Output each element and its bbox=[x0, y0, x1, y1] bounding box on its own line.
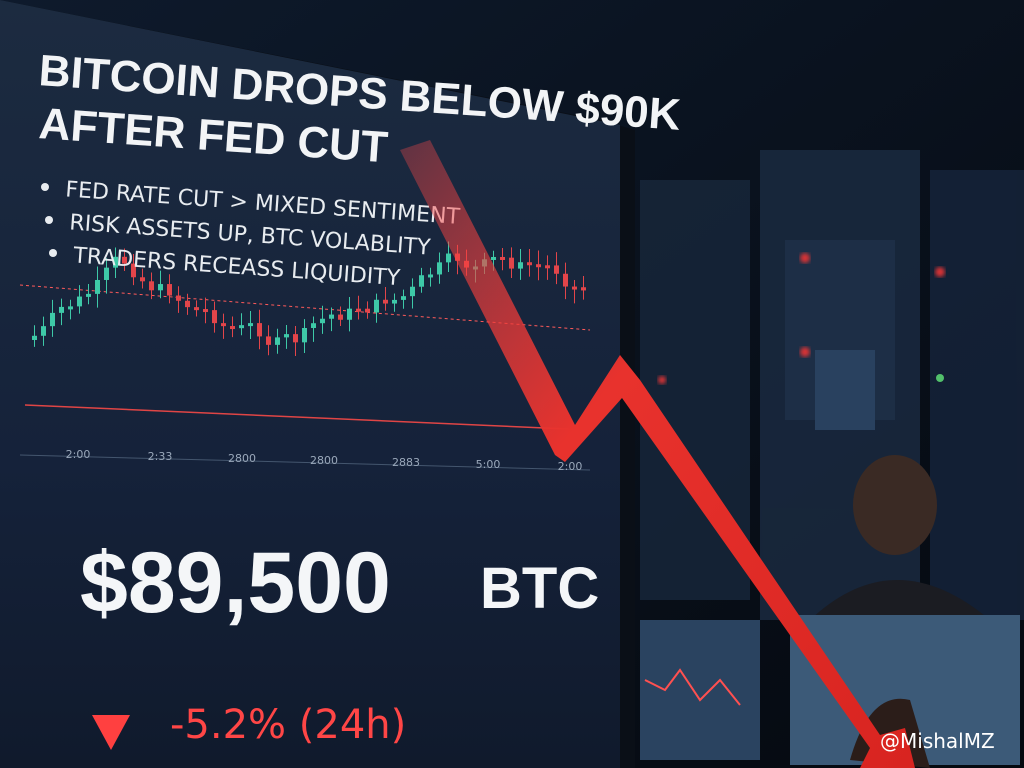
trend-arrow bbox=[400, 140, 915, 768]
price-value: $89,500 bbox=[80, 535, 391, 631]
candle bbox=[446, 253, 451, 263]
candle bbox=[86, 293, 91, 297]
price-change: -5.2% (24h) bbox=[170, 702, 406, 748]
candle bbox=[491, 256, 496, 260]
x-axis-label: 2:00 bbox=[66, 448, 91, 461]
candle bbox=[554, 265, 559, 274]
candle bbox=[68, 306, 73, 310]
candle bbox=[59, 306, 64, 313]
candle bbox=[239, 325, 244, 329]
candle bbox=[149, 281, 154, 291]
candle bbox=[518, 262, 523, 269]
candle bbox=[266, 336, 271, 345]
candle bbox=[320, 318, 325, 324]
bullet-dot bbox=[41, 183, 49, 191]
x-axis-label: 2800 bbox=[228, 452, 256, 465]
candle bbox=[158, 284, 163, 291]
candle bbox=[293, 334, 298, 343]
candle bbox=[338, 314, 343, 320]
candle bbox=[113, 256, 118, 268]
candle bbox=[419, 275, 424, 287]
candle bbox=[131, 263, 136, 278]
bullet-dot bbox=[49, 249, 57, 257]
x-axis-label: 2883 bbox=[392, 456, 420, 469]
monitor-screen bbox=[0, 0, 620, 768]
candle bbox=[104, 267, 109, 280]
candle bbox=[428, 274, 433, 278]
candle bbox=[329, 314, 334, 319]
candle bbox=[275, 337, 280, 345]
candle bbox=[563, 273, 568, 287]
candle bbox=[140, 277, 145, 282]
price-unit: BTC bbox=[480, 556, 599, 621]
watermark: @MishalMZ bbox=[880, 729, 995, 753]
x-axis-label: 2800 bbox=[310, 454, 338, 467]
candle bbox=[41, 326, 46, 336]
candle bbox=[347, 308, 352, 320]
candle bbox=[572, 286, 577, 290]
candle bbox=[302, 327, 307, 343]
support-line bbox=[24, 404, 591, 431]
candle bbox=[437, 262, 442, 275]
x-axis-label: 2:33 bbox=[148, 450, 173, 463]
candle bbox=[95, 279, 100, 294]
chart-axis bbox=[19, 454, 591, 471]
candle bbox=[401, 296, 406, 300]
candle bbox=[212, 310, 217, 324]
server-racks bbox=[640, 150, 1024, 620]
candle bbox=[392, 299, 397, 304]
candle bbox=[365, 308, 370, 313]
candle bbox=[122, 256, 127, 264]
candle bbox=[221, 323, 226, 327]
candle bbox=[194, 307, 199, 311]
candle bbox=[185, 300, 190, 308]
candle bbox=[32, 335, 37, 340]
candle bbox=[356, 308, 361, 312]
candle bbox=[311, 323, 316, 328]
candle bbox=[50, 312, 55, 327]
bullet-dot bbox=[45, 216, 53, 224]
candle bbox=[383, 299, 388, 304]
x-axis-label: 5:00 bbox=[476, 458, 501, 471]
candle bbox=[77, 296, 82, 307]
candle bbox=[509, 257, 514, 269]
candle bbox=[248, 323, 253, 327]
candle bbox=[581, 287, 586, 291]
candle bbox=[284, 334, 289, 338]
candle bbox=[527, 262, 532, 266]
candle bbox=[203, 309, 208, 313]
candle bbox=[536, 264, 541, 268]
candle bbox=[545, 265, 550, 269]
candle bbox=[257, 323, 262, 337]
candle bbox=[230, 326, 235, 330]
candle bbox=[410, 286, 415, 297]
candle bbox=[500, 256, 505, 260]
candle bbox=[167, 284, 172, 296]
x-axis-label: 2:00 bbox=[558, 460, 583, 473]
candle bbox=[374, 299, 379, 313]
candle bbox=[176, 295, 181, 301]
down-triangle bbox=[92, 715, 130, 750]
